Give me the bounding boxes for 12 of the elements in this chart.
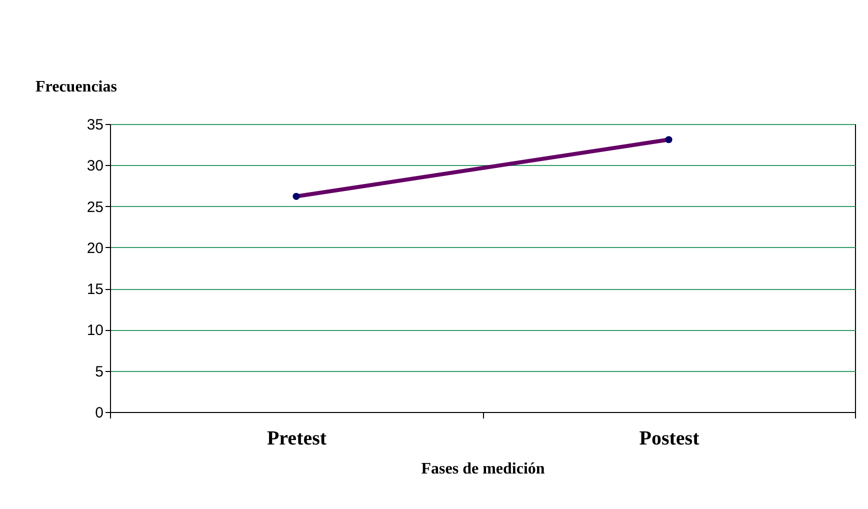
y-tick-label: 25 bbox=[86, 198, 104, 216]
y-tick-label: 20 bbox=[86, 240, 104, 257]
x-axis-title: Fases de medición bbox=[421, 460, 545, 478]
y-tick-label: 30 bbox=[86, 158, 104, 175]
y-tick-label: 10 bbox=[86, 322, 104, 340]
y-tick-label: 15 bbox=[86, 281, 104, 298]
x-tick-label: Postest bbox=[639, 428, 700, 450]
y-tick-label: 5 bbox=[95, 363, 104, 380]
y-axis-title: Frecuencias bbox=[36, 78, 117, 96]
y-tick-label: 35 bbox=[86, 116, 104, 134]
y-tick-label: 0 bbox=[95, 404, 104, 422]
x-tick-label: Pretest bbox=[266, 428, 327, 450]
